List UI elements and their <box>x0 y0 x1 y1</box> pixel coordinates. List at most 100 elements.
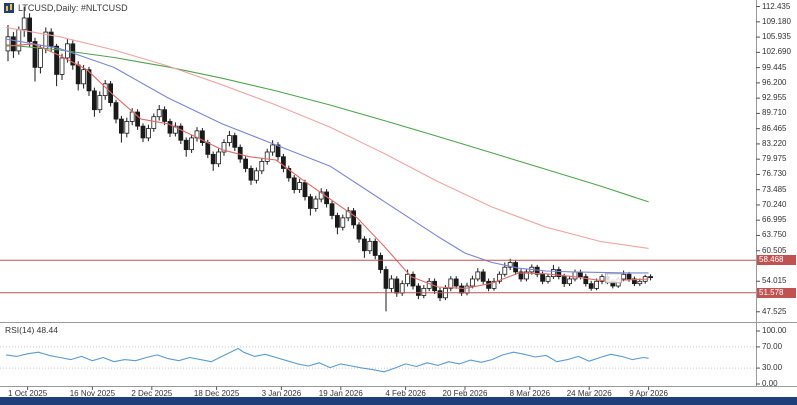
candle-body <box>108 83 113 104</box>
date-axis-label: 16 Nov 2025 <box>69 389 116 398</box>
candle-body <box>280 156 286 169</box>
candle-body <box>561 276 567 285</box>
candle-body <box>10 36 16 52</box>
symbol-label-text: LTCUSD,Daily: #NLTCUSD <box>18 3 128 13</box>
candle-body <box>351 210 357 226</box>
candle-body <box>459 285 465 294</box>
rsi-indicator-label: RSI(14) 48.44 <box>5 325 58 335</box>
candle-body <box>270 144 276 153</box>
candle-body <box>426 280 432 289</box>
candle-body <box>243 158 249 169</box>
candle-body <box>626 273 632 280</box>
candle-body <box>48 31 54 47</box>
candle-body <box>313 198 319 209</box>
candle-body <box>578 271 583 278</box>
candle-body <box>518 271 524 280</box>
ma-salmon-long-line <box>5 26 649 249</box>
candle-body <box>551 269 556 278</box>
symbol-label: LTCUSD,Daily: #NLTCUSD <box>4 3 128 13</box>
price-axis-label: 99.445 <box>762 62 787 72</box>
candle-body <box>399 283 405 294</box>
candle-body <box>81 69 86 85</box>
candle-body <box>588 283 594 289</box>
candle-body <box>189 137 195 151</box>
price-axis-label: 54.015 <box>762 276 787 286</box>
date-axis-label: 20 Feb 2026 <box>442 389 488 398</box>
rsi-line <box>5 347 649 373</box>
candle-body <box>486 280 492 289</box>
candle-body <box>216 151 222 165</box>
candle-body <box>394 278 400 294</box>
candle-body <box>151 116 157 129</box>
candle-body <box>378 255 384 270</box>
candle-body <box>583 276 589 285</box>
price-axis-label: 89.710 <box>762 108 787 118</box>
candle-body <box>545 276 551 282</box>
price-axis-label: 96.200 <box>762 77 787 87</box>
candle-body <box>92 90 97 111</box>
candle-body <box>415 285 421 296</box>
price-marker-box[interactable] <box>605 273 622 284</box>
candle-body <box>156 109 162 118</box>
price-axis-label: 66.995 <box>762 215 787 225</box>
candle-body <box>237 146 243 160</box>
candle-body <box>448 278 454 289</box>
candle-body <box>32 41 38 68</box>
candle-body <box>140 125 146 139</box>
bottom-bar <box>0 397 797 405</box>
candle-body <box>405 273 411 285</box>
candle-body <box>637 280 643 285</box>
candle-body <box>145 128 151 139</box>
candle-body <box>124 121 130 134</box>
candle-body <box>183 139 189 151</box>
price-axis-label: 105.935 <box>762 32 791 42</box>
price-level-tag[interactable]: 58.468 <box>757 255 796 266</box>
candle-body <box>226 135 232 144</box>
rsi-axis-label: 0.00 <box>762 379 778 388</box>
price-axis-label: 76.730 <box>762 169 787 179</box>
price-level-tag[interactable]: 51.578 <box>757 287 796 298</box>
candle-body <box>556 269 562 278</box>
candle-body <box>167 121 173 134</box>
candle-body <box>480 271 486 282</box>
candle-body <box>464 285 470 294</box>
candle-body <box>329 203 335 216</box>
date-axis-label: 8 Mar 2026 <box>509 389 551 398</box>
price-axis-label: 102.690 <box>762 47 791 57</box>
candle-body <box>356 224 362 240</box>
price-axis-label: 70.240 <box>762 199 787 209</box>
candles <box>5 6 653 312</box>
candle-body <box>135 111 141 127</box>
price-axis-label: 60.505 <box>762 245 787 255</box>
rsi-axis-label: 100.00 <box>762 326 787 335</box>
candle-body <box>524 271 529 280</box>
candle-body <box>383 269 389 289</box>
candle-body <box>388 278 394 289</box>
candle-body <box>297 182 303 191</box>
candle-body <box>567 278 572 285</box>
candle-body <box>469 278 475 287</box>
ma-blue-mid-line <box>5 38 649 274</box>
candle-body <box>410 273 416 287</box>
candle-body <box>572 271 578 280</box>
candle-body <box>291 177 297 191</box>
candle-body <box>178 125 184 141</box>
date-axis-label: 24 Mar 2026 <box>566 389 612 398</box>
price-axis-label: 79.975 <box>762 154 787 164</box>
candle-body <box>75 64 81 85</box>
candle-body <box>172 125 178 134</box>
candle-body <box>162 109 168 122</box>
price-axis-label: 92.955 <box>762 93 787 103</box>
price-axis-label: 83.220 <box>762 138 787 148</box>
candle-body <box>275 144 281 158</box>
candle-body <box>205 142 211 155</box>
candle-body <box>199 130 205 144</box>
price-axis-label: 109.180 <box>762 16 791 26</box>
price-axis-label: 73.485 <box>762 184 787 194</box>
candle-body <box>367 240 373 252</box>
candle-body <box>232 135 238 148</box>
candle-body <box>86 69 92 92</box>
date-axis-label: 4 Feb 2026 <box>385 389 426 398</box>
candle-body <box>221 142 227 153</box>
